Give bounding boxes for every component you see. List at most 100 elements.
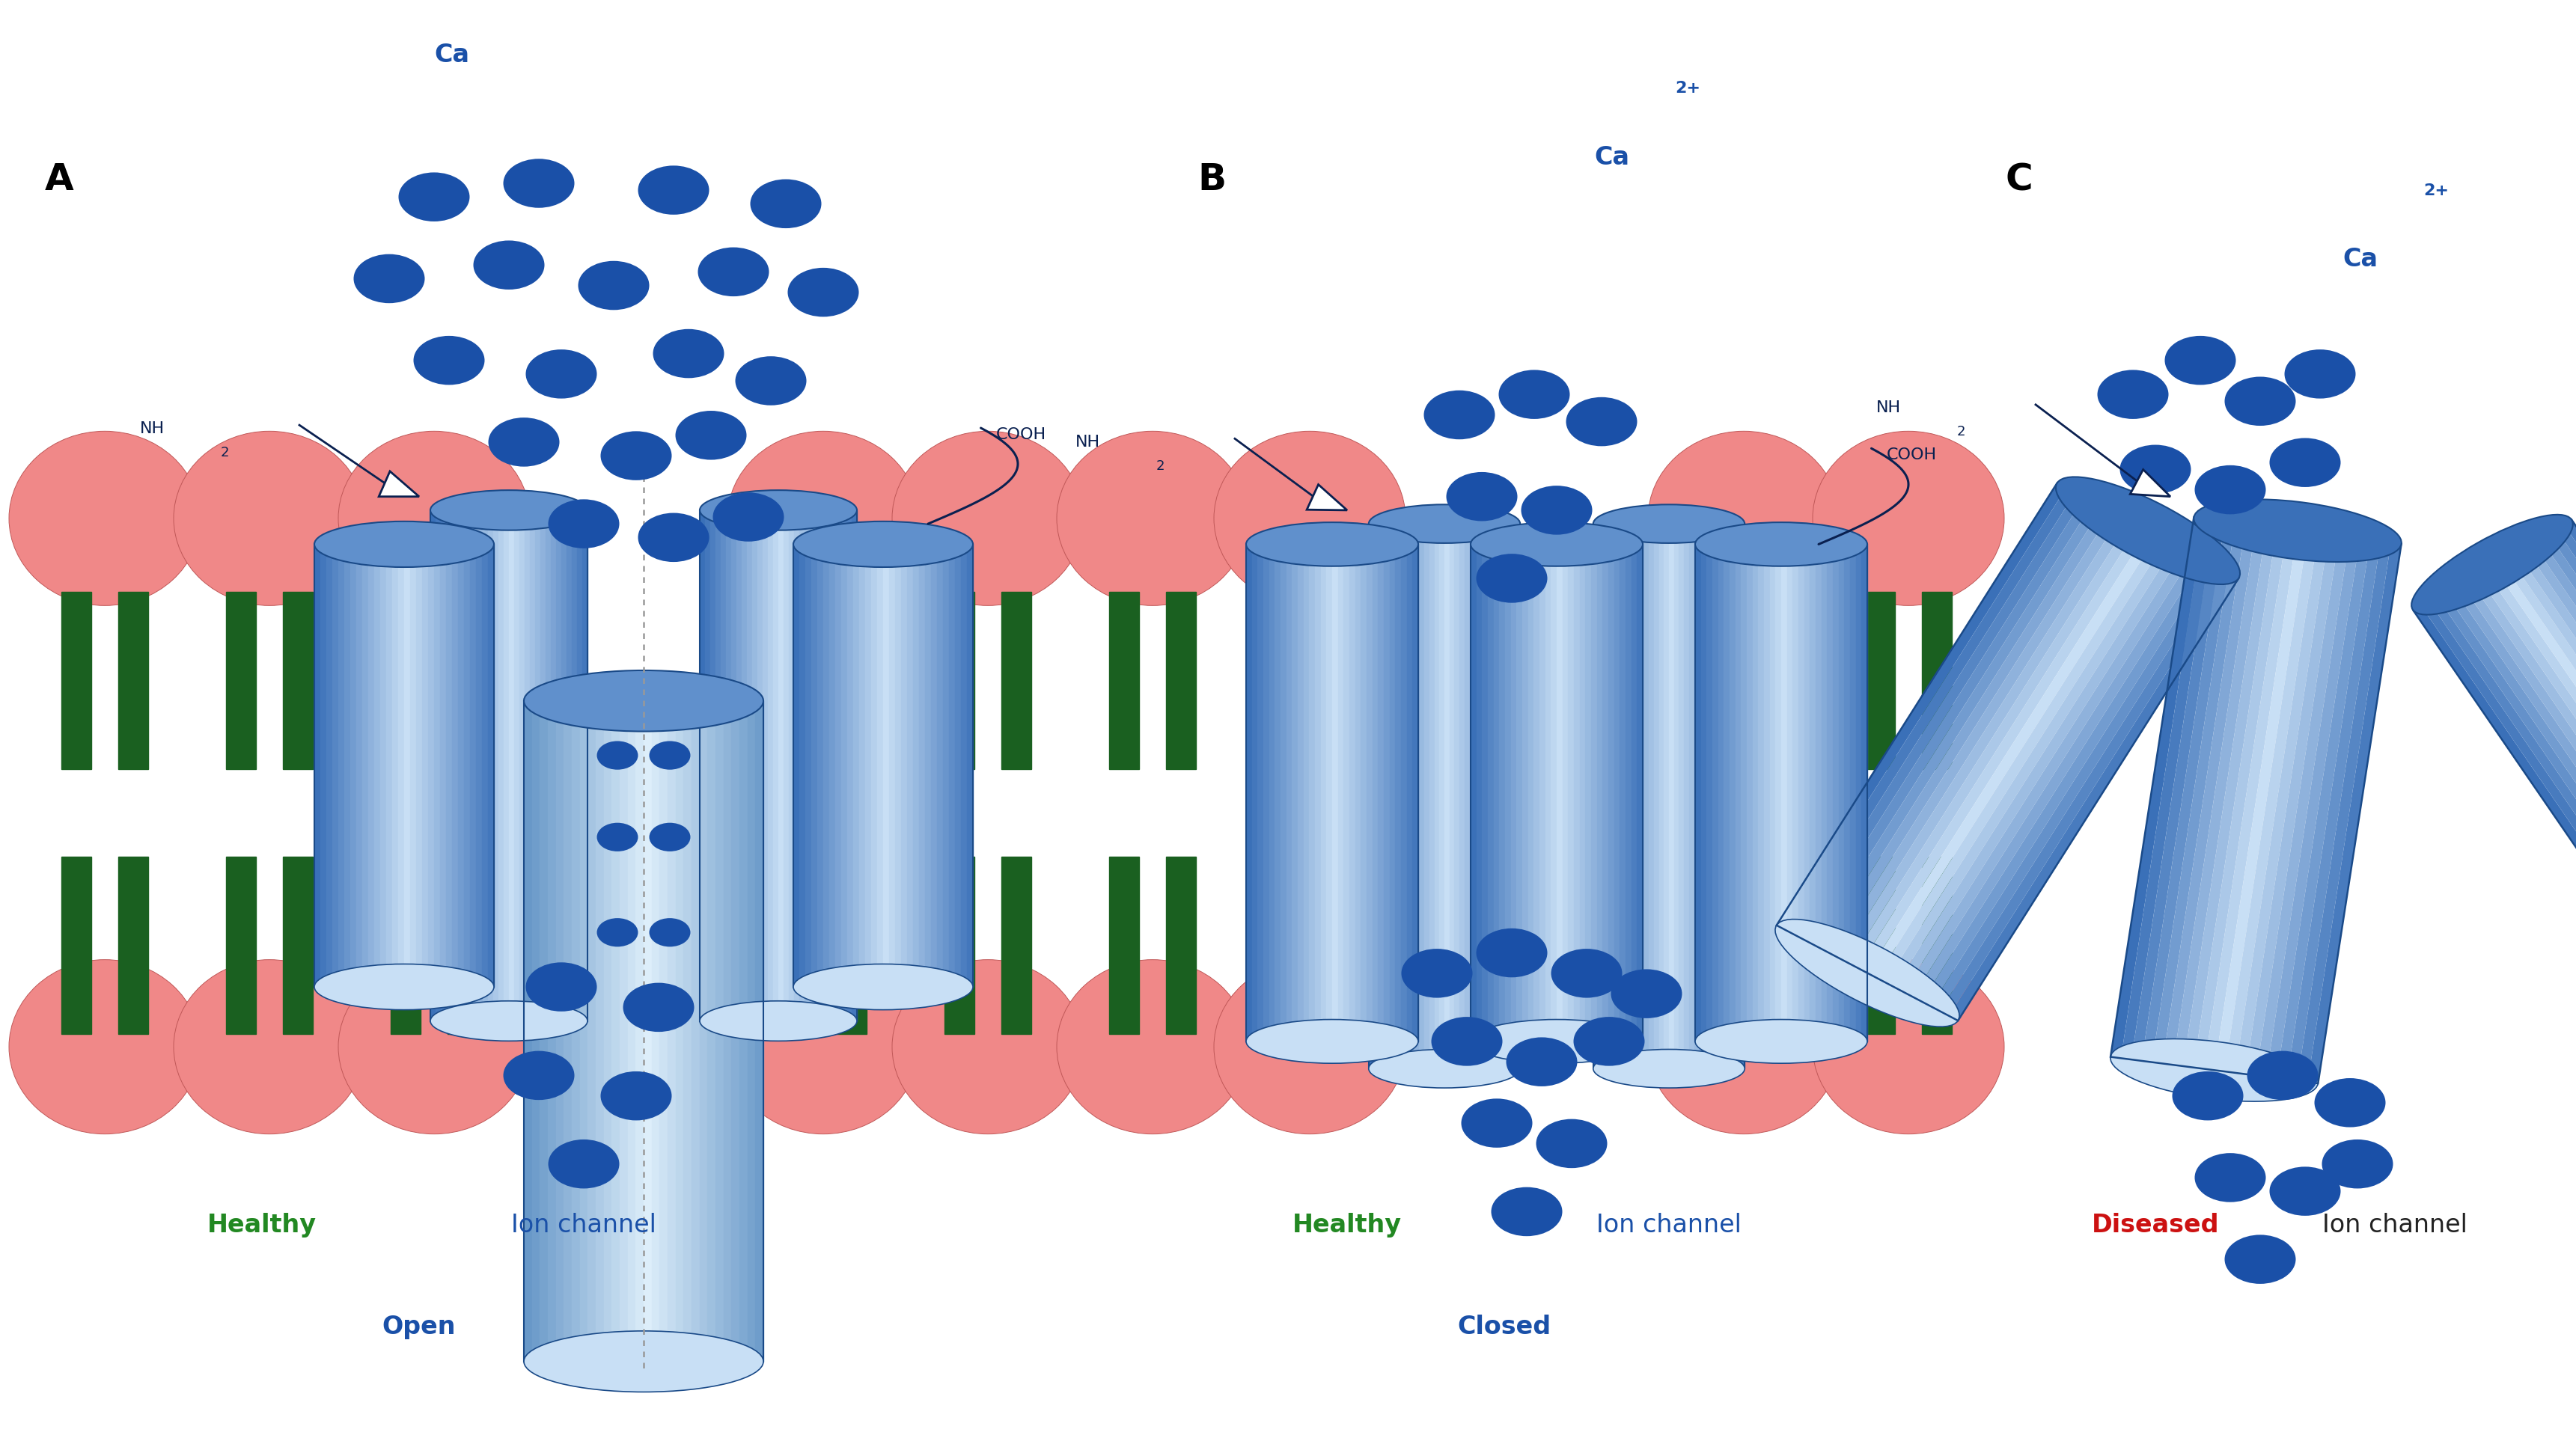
Polygon shape — [1911, 554, 2202, 1002]
Bar — [1649, 523, 1654, 1069]
Text: Ca: Ca — [1595, 145, 1628, 170]
Ellipse shape — [2269, 1167, 2342, 1215]
Bar — [824, 544, 829, 987]
Ellipse shape — [1610, 969, 1682, 1018]
Bar — [572, 700, 580, 1362]
Bar — [930, 544, 938, 987]
Bar — [793, 544, 974, 987]
Bar — [477, 510, 482, 1021]
Polygon shape — [2308, 542, 2401, 1083]
Ellipse shape — [1592, 1050, 1744, 1088]
Bar — [477, 544, 482, 987]
Polygon shape — [2287, 539, 2380, 1080]
Polygon shape — [2298, 541, 2391, 1082]
Ellipse shape — [549, 1140, 618, 1189]
Ellipse shape — [2195, 1153, 2267, 1202]
Circle shape — [1814, 960, 2004, 1134]
Bar — [817, 544, 824, 987]
Bar — [706, 510, 711, 1021]
Bar — [611, 700, 621, 1362]
Bar — [546, 510, 551, 1021]
Bar — [1540, 544, 1546, 1041]
Bar — [1275, 544, 1280, 1041]
Bar — [562, 510, 567, 1021]
Polygon shape — [2445, 587, 2576, 996]
Bar — [902, 544, 907, 987]
Polygon shape — [1803, 497, 2094, 944]
Bar — [894, 544, 902, 987]
Text: Ion channel: Ion channel — [1597, 1212, 1741, 1237]
Bar — [1471, 544, 1476, 1041]
Ellipse shape — [353, 254, 425, 303]
Polygon shape — [1940, 568, 2231, 1016]
Bar — [446, 510, 451, 1021]
Bar — [1360, 544, 1368, 1041]
Bar — [577, 510, 582, 1021]
Bar — [732, 700, 739, 1362]
Bar — [1618, 523, 1623, 1069]
Bar — [1597, 523, 1602, 1069]
Bar — [1723, 523, 1728, 1069]
Bar — [716, 510, 721, 1021]
Polygon shape — [2548, 529, 2576, 937]
Bar — [1504, 523, 1510, 1069]
Ellipse shape — [734, 357, 806, 406]
Polygon shape — [1857, 526, 2148, 973]
Bar — [1321, 544, 1327, 1041]
Ellipse shape — [1471, 1019, 1643, 1063]
Bar — [1285, 544, 1293, 1041]
Bar — [1922, 592, 1953, 769]
Bar — [392, 592, 420, 769]
Polygon shape — [2120, 519, 2215, 1060]
Ellipse shape — [598, 918, 639, 947]
Bar — [492, 510, 497, 1021]
Bar — [806, 544, 811, 987]
Polygon shape — [1785, 487, 2076, 935]
Bar — [1718, 544, 1723, 1041]
Polygon shape — [1850, 521, 2138, 969]
Text: Open: Open — [381, 1315, 456, 1340]
Polygon shape — [2421, 600, 2576, 1009]
Ellipse shape — [2110, 1038, 2318, 1102]
Ellipse shape — [2172, 1072, 2244, 1121]
Ellipse shape — [399, 173, 469, 222]
Bar — [1324, 857, 1352, 1034]
Bar — [1695, 544, 1700, 1041]
Circle shape — [726, 960, 920, 1134]
Bar — [1455, 523, 1461, 1069]
Bar — [966, 544, 974, 987]
Bar — [1309, 544, 1314, 1041]
Bar — [510, 510, 515, 1021]
Bar — [564, 700, 572, 1362]
Polygon shape — [2563, 519, 2576, 928]
Bar — [1716, 523, 1718, 1069]
Bar — [1517, 544, 1522, 1041]
Bar — [451, 510, 456, 1021]
Polygon shape — [2246, 535, 2339, 1076]
Bar — [469, 544, 477, 987]
Bar — [1368, 523, 1520, 1069]
Polygon shape — [1932, 564, 2221, 1011]
Bar — [314, 544, 319, 987]
Bar — [799, 544, 806, 987]
Ellipse shape — [1535, 1119, 1607, 1169]
Text: Closed: Closed — [1458, 1315, 1551, 1340]
Bar — [1510, 523, 1515, 1069]
Ellipse shape — [2269, 438, 2342, 487]
Ellipse shape — [701, 1000, 858, 1041]
Bar — [435, 510, 440, 1021]
Bar — [621, 700, 629, 1362]
Bar — [1373, 544, 1378, 1041]
Bar — [399, 544, 404, 987]
Circle shape — [337, 960, 531, 1134]
Ellipse shape — [502, 1051, 574, 1101]
Bar — [948, 544, 956, 987]
Bar — [732, 510, 737, 1021]
Bar — [1435, 523, 1440, 1069]
Bar — [752, 510, 757, 1021]
Bar — [1314, 544, 1321, 1041]
Bar — [1741, 544, 1747, 1041]
Bar — [690, 700, 701, 1362]
Bar — [1602, 523, 1607, 1069]
Ellipse shape — [502, 160, 574, 207]
